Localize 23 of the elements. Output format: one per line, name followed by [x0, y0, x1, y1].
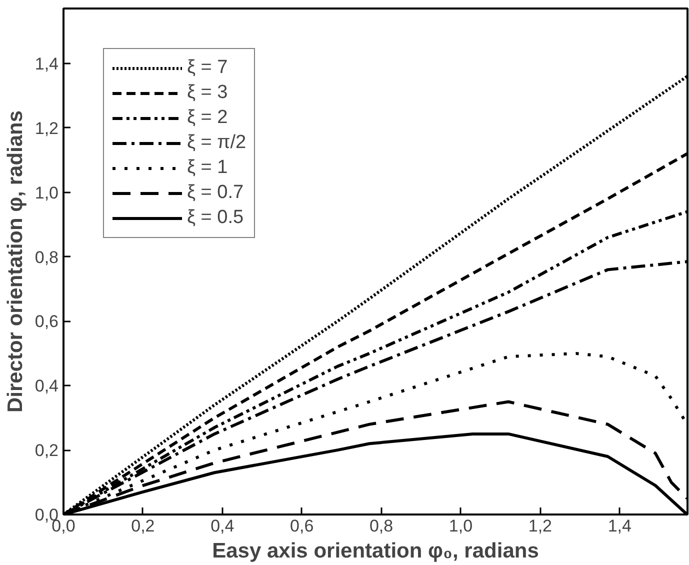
legend-label: ξ = 3 [187, 82, 228, 104]
legend-label: ξ = π/2 [187, 132, 246, 154]
y-tick-label: 1,4 [34, 54, 59, 74]
y-tick-label: 1,2 [34, 118, 59, 138]
x-tick-label: 1,0 [448, 516, 473, 536]
x-tick-label: 1,4 [608, 516, 632, 536]
legend-label: ξ = 1 [187, 157, 228, 179]
legend-label: ξ = 2 [187, 107, 228, 129]
x-tick-label: 0,4 [210, 516, 234, 536]
legend-label: ξ = 0.5 [187, 207, 244, 229]
x-tick-label: 0,2 [131, 516, 155, 536]
x-tick-label: 0,6 [290, 516, 314, 536]
y-tick-label: 0,2 [34, 441, 59, 460]
legend-label: ξ = 7 [187, 57, 228, 79]
y-tick-label: 0,6 [34, 312, 59, 332]
y-tick-label: 0,4 [34, 376, 59, 396]
x-tick-label: 1,2 [528, 516, 552, 536]
y-tick-label: 0,8 [34, 248, 59, 267]
x-axis-title: Easy axis orientation φ₀, radians [212, 540, 539, 562]
y-tick-label: 1,0 [34, 183, 59, 202]
x-tick-label: 0,8 [369, 516, 394, 536]
y-axis-title: Director orientation φ, radians [4, 110, 27, 413]
legend-label: ξ = 0.7 [187, 182, 244, 204]
